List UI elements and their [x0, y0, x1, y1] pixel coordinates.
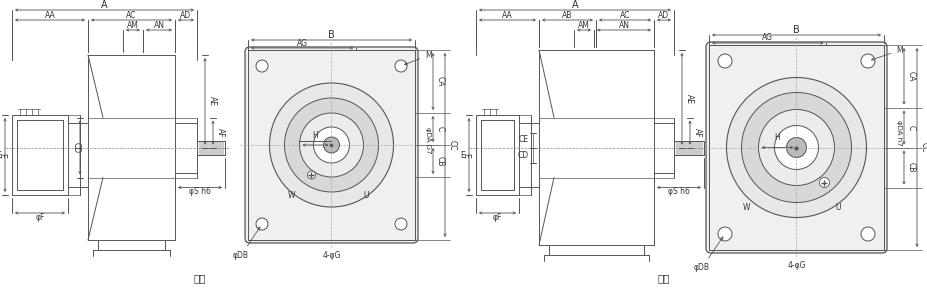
Circle shape [774, 126, 818, 170]
Text: E: E [0, 150, 1, 160]
Circle shape [819, 178, 829, 187]
Text: φS h6: φS h6 [189, 187, 210, 196]
Text: E: E [460, 150, 464, 160]
Text: M: M [870, 46, 902, 60]
Circle shape [256, 60, 268, 72]
Text: CB: CB [436, 156, 445, 166]
Text: φF: φF [35, 213, 44, 221]
Text: AE: AE [684, 94, 693, 104]
Text: 図１: 図１ [194, 273, 206, 283]
Text: CA: CA [906, 71, 915, 81]
Circle shape [717, 54, 731, 68]
Circle shape [860, 227, 874, 241]
Text: CB: CB [906, 162, 915, 173]
Text: 4-φG: 4-φG [786, 261, 805, 271]
Circle shape [741, 92, 851, 202]
Text: CA: CA [436, 76, 445, 87]
Text: A: A [571, 0, 578, 10]
Text: φDA h7: φDA h7 [895, 120, 901, 145]
Text: AA: AA [44, 10, 56, 20]
Text: CD: CD [517, 151, 528, 160]
Circle shape [285, 98, 378, 192]
Text: AD: AD [180, 10, 191, 20]
Text: M: M [404, 51, 431, 65]
Text: B: B [793, 25, 799, 35]
Text: CC: CC [448, 140, 456, 150]
Circle shape [786, 138, 806, 157]
Circle shape [395, 218, 407, 230]
Text: AN: AN [617, 20, 629, 30]
Text: H: H [774, 133, 780, 142]
Text: E: E [0, 153, 6, 157]
Text: CE: CE [518, 135, 528, 144]
Circle shape [313, 127, 349, 163]
Text: H: H [312, 131, 318, 139]
Text: AB: AB [562, 10, 572, 20]
Circle shape [757, 110, 833, 186]
Text: AA: AA [502, 10, 513, 20]
Text: 図２: 図２ [657, 273, 669, 283]
Text: W: W [287, 191, 295, 200]
Text: C: C [436, 126, 445, 132]
Text: AE: AE [208, 96, 217, 106]
Text: C: C [906, 125, 915, 130]
Text: E: E [461, 153, 469, 157]
Text: B: B [328, 30, 335, 40]
Text: AN: AN [153, 20, 164, 30]
Text: φDB: φDB [693, 237, 722, 272]
Text: AF: AF [692, 128, 701, 137]
Text: φS h6: φS h6 [667, 187, 689, 196]
Circle shape [299, 113, 363, 177]
Text: W: W [742, 203, 749, 212]
Text: CD: CD [72, 142, 81, 153]
Text: AG: AG [761, 33, 772, 43]
Text: AM: AM [578, 20, 590, 30]
FancyBboxPatch shape [705, 42, 886, 253]
Text: φDB: φDB [233, 227, 260, 260]
Text: AC: AC [619, 10, 629, 20]
Circle shape [256, 218, 268, 230]
Circle shape [860, 54, 874, 68]
Text: A: A [101, 0, 108, 10]
Circle shape [269, 83, 393, 207]
Text: AC: AC [126, 10, 136, 20]
Text: AG: AG [297, 38, 308, 47]
Circle shape [307, 171, 315, 179]
Text: φF: φF [492, 213, 502, 221]
Circle shape [726, 78, 866, 218]
Text: AF: AF [216, 128, 224, 137]
Text: AM: AM [127, 20, 139, 30]
Text: AD: AD [658, 10, 669, 20]
FancyBboxPatch shape [245, 47, 417, 243]
Text: U: U [363, 191, 369, 200]
Text: 4-φG: 4-φG [322, 250, 340, 260]
Circle shape [395, 60, 407, 72]
Text: φDA G7: φDA G7 [425, 127, 430, 153]
Text: U: U [835, 203, 841, 212]
Circle shape [324, 137, 339, 153]
Circle shape [717, 227, 731, 241]
Text: CC: CC [919, 142, 927, 153]
